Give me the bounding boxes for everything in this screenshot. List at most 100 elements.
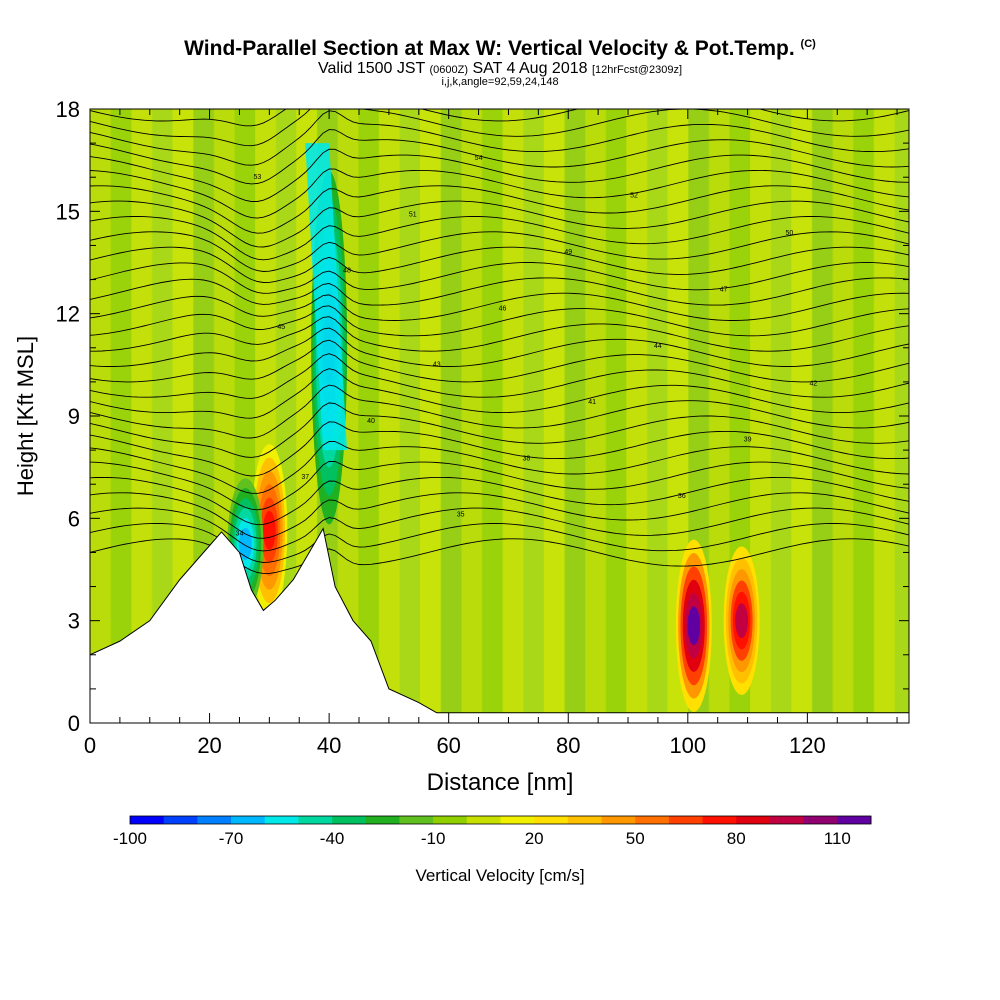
texture-band	[90, 109, 112, 723]
isentrope-label: 42	[809, 380, 817, 387]
colorbar-swatch	[803, 816, 838, 824]
x-tick-label: 80	[556, 733, 580, 758]
colorbar-swatch	[769, 816, 805, 824]
colorbar-swatch	[635, 816, 670, 824]
texture-band	[440, 109, 463, 723]
isentrope-label: 46	[499, 305, 507, 312]
x-tick-label: 40	[317, 733, 341, 758]
y-tick-label: 6	[68, 506, 80, 531]
colorbar-swatch	[163, 816, 198, 824]
y-axis-label: Height [Kft MSL]	[13, 336, 38, 496]
y-tick-label: 3	[68, 609, 80, 634]
isentrope-label: 54	[475, 155, 483, 162]
isentrope-label: 35	[457, 512, 465, 519]
isentrope-line	[90, 507, 909, 552]
texture-band	[378, 109, 401, 723]
texture-band	[502, 109, 524, 723]
x-tick-label: 100	[669, 733, 706, 758]
updraft-contour	[735, 603, 748, 639]
updraft-core	[723, 546, 760, 695]
isentrope-line	[90, 305, 909, 337]
isentrope-line	[90, 148, 909, 202]
chart-title: Wind-Parallel Section at Max W: Vertical…	[0, 37, 1000, 61]
colorbar-tick-label: -70	[219, 829, 244, 848]
y-tick-label: 12	[56, 302, 80, 327]
downdraft-streak	[305, 143, 348, 451]
chart-title-text: Wind-Parallel Section at Max W: Vertical…	[184, 37, 795, 60]
isentrope-line	[90, 129, 909, 185]
colorbar-tick-label: -10	[421, 829, 446, 848]
colorbar-tick-label: 80	[727, 829, 746, 848]
x-tick-label: 0	[84, 733, 96, 758]
isentrope-label: 52	[630, 193, 638, 200]
isentrope-line	[90, 476, 909, 526]
colorbar-swatch	[264, 816, 299, 824]
texture-band	[646, 109, 669, 723]
isentrope-line	[90, 231, 909, 272]
isentrope-line	[90, 492, 909, 539]
colorbar-swatch	[736, 816, 771, 824]
texture-band	[564, 109, 586, 723]
colorbar-label: Vertical Velocity [cm/s]	[415, 866, 584, 885]
isentrope-line	[90, 460, 909, 511]
plot-area: 34 35 36 37 38 39 40 41 42 43 44 45 46 47 48 49 50 51 52 53…	[90, 109, 909, 723]
isentrope-label: 37	[301, 474, 309, 481]
texture-band	[481, 109, 504, 723]
isentrope-line	[90, 316, 909, 352]
colorbar-swatch	[466, 816, 501, 824]
colorbar-swatch	[601, 816, 636, 824]
isentrope-line	[90, 368, 909, 419]
isentrope-label: 51	[409, 211, 417, 218]
isentrope-label: 40	[367, 418, 375, 425]
colorbar-swatch	[365, 816, 400, 824]
y-tick-label: 0	[68, 711, 80, 736]
velocity-features	[227, 143, 760, 712]
colorbar-swatch	[534, 816, 569, 824]
isentrope-label: 53	[253, 174, 261, 181]
colorbar-swatch	[567, 816, 603, 824]
texture-band	[853, 109, 875, 723]
colorbar-tick-label: -100	[113, 829, 147, 848]
isentrope-line	[90, 441, 909, 494]
terrain	[90, 527, 909, 723]
isentrope-label: 38	[523, 455, 531, 462]
colorbar-swatch	[231, 816, 266, 824]
isentrope-line	[90, 109, 909, 127]
texture-band	[626, 109, 648, 723]
copyright-mark: (C)	[800, 38, 816, 50]
isentrope-label: 41	[588, 399, 596, 406]
x-axis-label: Distance [nm]	[427, 769, 574, 796]
isentrope-line	[90, 168, 909, 219]
isentrope-label: 34	[236, 530, 244, 537]
texture-band	[605, 109, 628, 723]
isentrope-line	[90, 327, 909, 367]
colorbar-swatch	[500, 816, 535, 824]
valid-zulu: (0600Z)	[429, 64, 468, 76]
isentrope-line	[90, 384, 909, 439]
isentrope-label: 44	[654, 343, 662, 350]
isentrope-line	[90, 339, 909, 383]
isentrope-line	[90, 216, 909, 261]
texture-band	[791, 109, 813, 723]
grid-params: i,j,k,angle=92,59,24,148	[441, 76, 559, 88]
valid-time-line: Valid 1500 JST (0600Z) SAT 4 Aug 2018 [1…	[0, 60, 1000, 78]
y-tick-label: 18	[56, 97, 80, 122]
isentrope-line	[90, 109, 909, 147]
colorbar-swatch	[332, 816, 367, 824]
isentrope-label: 48	[343, 268, 351, 275]
valid-prefix: Valid 1500 JST	[317, 60, 426, 77]
texture-band	[832, 109, 854, 723]
colorbar-swatch	[837, 816, 872, 824]
y-tick-label: 9	[68, 404, 80, 429]
isentrope-label: 39	[744, 437, 752, 444]
colorbar-frame	[129, 815, 872, 825]
isentrope-label: 45	[277, 324, 285, 331]
isentrope-line	[90, 246, 909, 283]
texture-band	[110, 109, 133, 723]
valid-date: SAT 4 Aug 2018	[472, 60, 588, 77]
isentrope-line	[90, 421, 909, 477]
updraft-contour	[687, 606, 701, 646]
isentrope-label: 43	[433, 362, 441, 369]
isentrope-line	[90, 353, 909, 399]
